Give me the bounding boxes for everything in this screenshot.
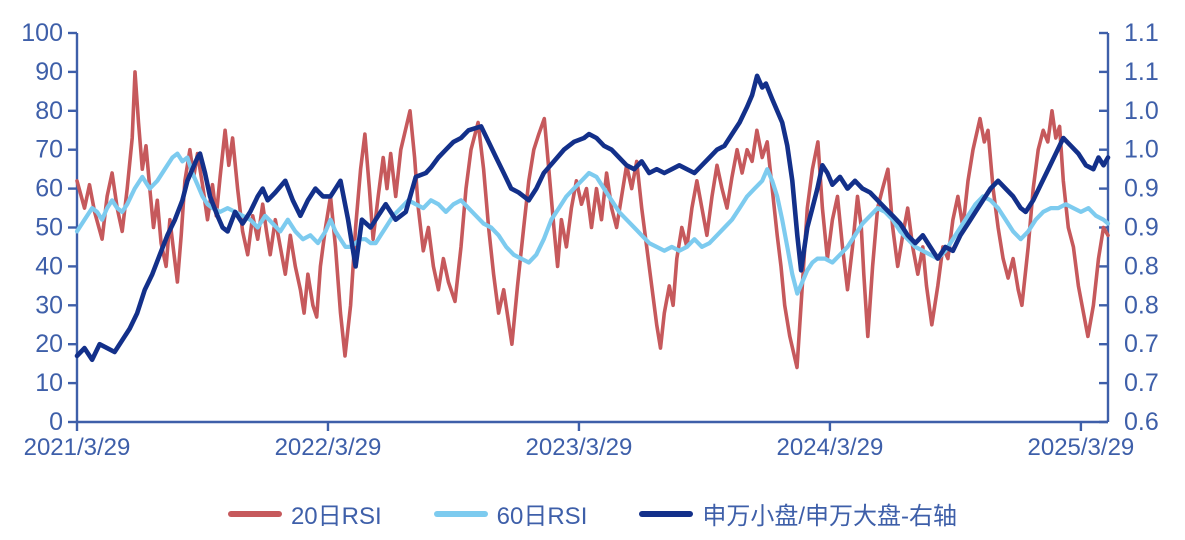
y-left-tick-label: 90 [35, 58, 63, 86]
y-left-tick-label: 70 [35, 136, 63, 164]
y-right-tick-label: 1.1 [1124, 19, 1159, 47]
x-tick-label: 2025/3/29 [1028, 434, 1135, 461]
legend-label-60d-rsi: 60日RSI [496, 503, 588, 530]
y-right-tick-label: 0.7 [1124, 330, 1159, 358]
y-right-tick-label: 0.8 [1124, 291, 1159, 319]
y-left-tick-label: 100 [21, 19, 63, 47]
y-right-tick-label: 1.1 [1124, 58, 1159, 86]
series-line-1 [74, 151, 1111, 296]
x-tick-label: 2023/3/29 [526, 434, 633, 461]
y-right-tick-label: 1.0 [1124, 97, 1159, 125]
y-axis-left: 0 10 20 30 40 50 60 70 80 90 100 [21, 19, 77, 436]
y-left-tick-label: 20 [35, 330, 63, 358]
y-left-tick-label: 30 [35, 291, 63, 319]
y-axis-right: 0.6 0.7 0.7 0.8 0.8 0.9 0.9 1.0 1.0 1.1 1.1 [1099, 19, 1159, 436]
y-left-tick-label: 0 [49, 408, 63, 436]
y-right-tick-label: 0.7 [1124, 369, 1159, 397]
legend-swatch-ratio [639, 510, 694, 517]
y-right-tick-label: 0.6 [1124, 408, 1159, 436]
legend-swatch-60d-rsi [433, 510, 488, 517]
y-right-tick-label: 0.8 [1124, 252, 1159, 280]
x-tick-label: 2024/3/29 [777, 434, 884, 461]
legend-item-ratio: 申万小盘/申万大盘-右轴 [639, 496, 957, 531]
series-line-2 [74, 73, 1111, 363]
legend-label-20d-rsi: 20日RSI [290, 503, 382, 530]
legend-label-ratio: 申万小盘/申万大盘-右轴 [702, 503, 958, 530]
chart-legend: 20日RSI 60日RSI 申万小盘/申万大盘-右轴 [0, 496, 1185, 531]
y-right-tick-label: 0.9 [1124, 175, 1159, 203]
y-left-tick-label: 80 [35, 97, 63, 125]
y-right-tick-label: 1.0 [1124, 136, 1159, 164]
dual-axis-line-chart: 0 10 20 30 40 50 60 70 80 90 100 0.6 0.7 0.7 0.8 0.8 0.9… [21, 19, 1159, 461]
y-left-tick-label: 10 [35, 369, 63, 397]
legend-swatch-20d-rsi [227, 510, 282, 517]
y-left-tick-label: 40 [35, 252, 63, 280]
x-tick-label: 2022/3/29 [275, 434, 382, 461]
legend-item-20d-rsi: 20日RSI [227, 496, 382, 531]
y-right-tick-label: 0.9 [1124, 214, 1159, 242]
series-line-0 [75, 70, 1110, 370]
y-left-tick-label: 60 [35, 175, 63, 203]
x-tick-label: 2021/3/29 [24, 434, 131, 461]
y-left-tick-label: 50 [35, 214, 63, 242]
x-axis: 2021/3/29 2022/3/29 2023/3/29 2024/3/29 2025… [24, 422, 1135, 461]
legend-item-60d-rsi: 60日RSI [433, 496, 588, 531]
